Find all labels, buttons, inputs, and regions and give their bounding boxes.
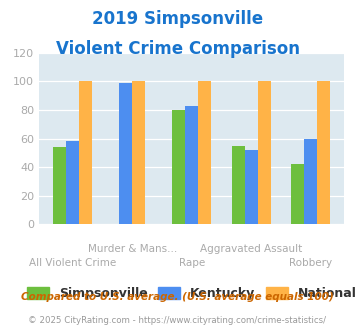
Legend: Simpsonville, Kentucky, National: Simpsonville, Kentucky, National [22, 282, 355, 305]
Bar [66, 142, 79, 224]
Text: Murder & Mans...: Murder & Mans... [88, 244, 177, 254]
Bar [304, 139, 317, 224]
Bar [317, 82, 331, 224]
Text: Aggravated Assault: Aggravated Assault [200, 244, 302, 254]
Bar [291, 164, 304, 224]
Bar [53, 147, 66, 224]
Bar [245, 150, 258, 224]
Bar [79, 82, 92, 224]
Bar [172, 110, 185, 224]
Bar [119, 83, 132, 224]
Bar [198, 82, 211, 224]
Bar [185, 106, 198, 224]
Text: Rape: Rape [179, 258, 205, 268]
Text: © 2025 CityRating.com - https://www.cityrating.com/crime-statistics/: © 2025 CityRating.com - https://www.city… [28, 316, 327, 325]
Bar [132, 82, 145, 224]
Text: Violent Crime Comparison: Violent Crime Comparison [55, 40, 300, 58]
Text: Robbery: Robbery [289, 258, 332, 268]
Text: Compared to U.S. average. (U.S. average equals 100): Compared to U.S. average. (U.S. average … [21, 292, 334, 302]
Text: All Violent Crime: All Violent Crime [29, 258, 116, 268]
Bar [231, 146, 245, 224]
Text: 2019 Simpsonville: 2019 Simpsonville [92, 10, 263, 28]
Bar [258, 82, 271, 224]
